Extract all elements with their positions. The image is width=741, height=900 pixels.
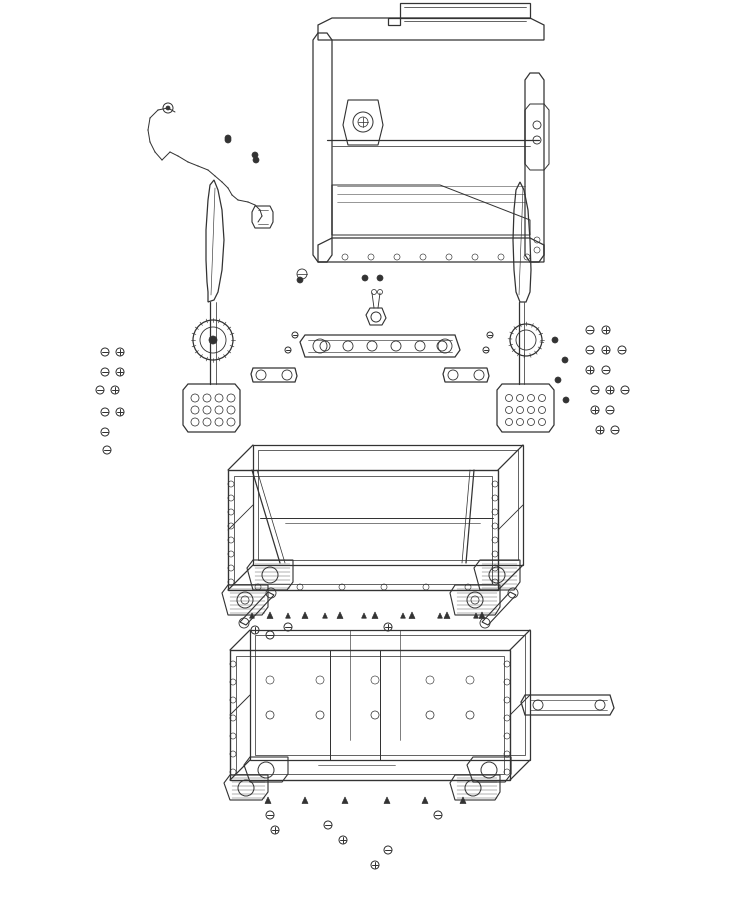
Circle shape bbox=[252, 152, 258, 158]
Polygon shape bbox=[401, 613, 405, 618]
Polygon shape bbox=[438, 613, 442, 618]
Circle shape bbox=[555, 377, 561, 383]
Polygon shape bbox=[337, 612, 343, 618]
Circle shape bbox=[552, 337, 558, 343]
Polygon shape bbox=[479, 612, 485, 618]
Circle shape bbox=[562, 357, 568, 363]
Polygon shape bbox=[422, 797, 428, 804]
Polygon shape bbox=[444, 612, 450, 618]
Circle shape bbox=[563, 397, 569, 403]
Polygon shape bbox=[250, 613, 254, 618]
Polygon shape bbox=[409, 612, 415, 618]
Circle shape bbox=[297, 277, 303, 283]
Circle shape bbox=[253, 157, 259, 163]
Polygon shape bbox=[372, 612, 378, 618]
Polygon shape bbox=[362, 613, 366, 618]
Polygon shape bbox=[322, 613, 328, 618]
Polygon shape bbox=[265, 797, 271, 804]
Circle shape bbox=[225, 135, 231, 141]
Circle shape bbox=[209, 336, 217, 344]
Polygon shape bbox=[285, 613, 290, 618]
Polygon shape bbox=[473, 613, 479, 618]
Polygon shape bbox=[267, 612, 273, 618]
Polygon shape bbox=[342, 797, 348, 804]
Polygon shape bbox=[384, 797, 390, 804]
Circle shape bbox=[362, 275, 368, 281]
Circle shape bbox=[377, 275, 383, 281]
Polygon shape bbox=[460, 797, 466, 804]
Polygon shape bbox=[302, 797, 308, 804]
Circle shape bbox=[225, 137, 231, 143]
Circle shape bbox=[166, 106, 170, 110]
Polygon shape bbox=[302, 612, 308, 618]
